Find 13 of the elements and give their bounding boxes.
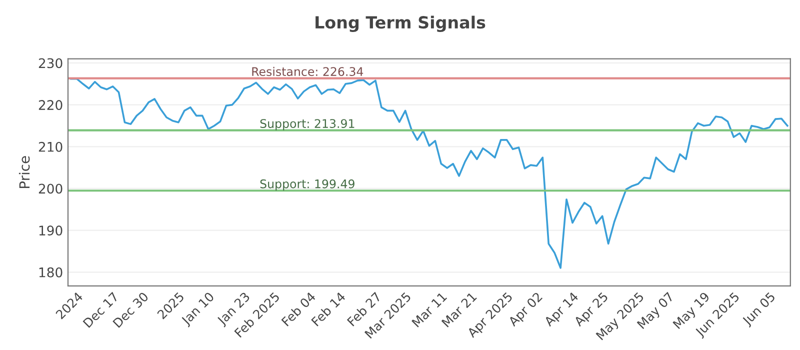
y-axis-title: Price bbox=[18, 156, 30, 188]
y-tick-label: 190 bbox=[39, 226, 62, 236]
chart-title: Long Term Signals bbox=[316, 16, 486, 32]
y-tick-label: 210 bbox=[38, 142, 62, 152]
ref-line-label: Support: 199.49 bbox=[260, 179, 354, 191]
line-series bbox=[70, 78, 788, 269]
ref-line-label: Resistance: 226.34 bbox=[252, 66, 364, 76]
y-tick-label: 180 bbox=[39, 267, 62, 278]
x-tick-label: Jun 05 bbox=[741, 292, 778, 328]
y-tick-label: 230 bbox=[38, 58, 62, 68]
ref-line-label: Support: 213.91 bbox=[260, 119, 354, 130]
y-tick-label: 220 bbox=[38, 100, 62, 110]
y-tick-label: 200 bbox=[38, 184, 62, 194]
